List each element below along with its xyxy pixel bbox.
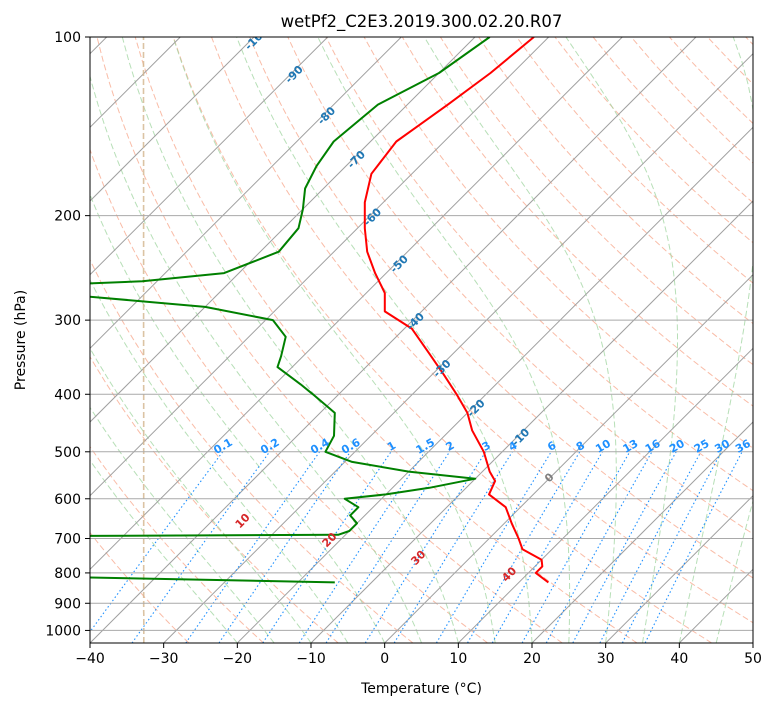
mixing-ratio-line xyxy=(364,451,487,643)
x-tick-label: 0 xyxy=(380,651,389,667)
dry-adiabat-line xyxy=(90,355,339,643)
isotherm-line xyxy=(310,200,753,643)
x-tick-label: 50 xyxy=(744,651,762,667)
x-tick-label: 30 xyxy=(597,651,615,667)
plot-frame xyxy=(89,36,754,644)
y-tick-label: 600 xyxy=(54,492,81,508)
moist-adiabat-line xyxy=(317,37,571,643)
isotherm-line xyxy=(90,37,697,643)
mixing-ratio-line xyxy=(644,451,743,643)
dry-adiabat-line xyxy=(249,37,753,579)
mixing-ratio-line xyxy=(90,451,224,633)
mixing-ratio-line xyxy=(262,451,392,643)
moist-adiabat-line xyxy=(90,406,275,643)
mixing-ratio-line xyxy=(545,451,653,643)
mixing-ratio-line xyxy=(131,451,271,643)
y-axis: 100 200 300 400 500 600 700 800 900 1000 xyxy=(45,30,90,639)
moist-adiabat-line xyxy=(565,37,678,643)
pressure-gridlines xyxy=(90,37,753,631)
dry-adiabat-line xyxy=(211,37,753,624)
dry-adiabat-line xyxy=(96,37,563,643)
moist-adiabat-line xyxy=(90,459,238,643)
isotherm-line xyxy=(90,37,402,350)
mixing-ratio-line xyxy=(325,451,451,643)
x-axis: −40 −30 −20 −10 0 10 20 30 40 50 xyxy=(75,643,762,667)
background-lines xyxy=(90,37,753,643)
x-tick-label: −10 xyxy=(296,651,326,667)
mixing-ratio-line xyxy=(435,451,552,643)
x-tick-label: 20 xyxy=(523,651,541,667)
isotherm-line xyxy=(163,52,753,643)
isotherm-line xyxy=(605,494,753,643)
dry-adiabat-line xyxy=(90,148,488,643)
mixing-ratio-line xyxy=(521,451,631,643)
dry-adiabat-line xyxy=(516,37,753,284)
mixing-ratio-line xyxy=(572,451,677,643)
y-tick-label: 500 xyxy=(54,445,81,461)
y-tick-label: 700 xyxy=(54,532,81,548)
dry-adiabat-line xyxy=(90,531,190,643)
isotherm-line xyxy=(384,273,753,643)
x-tick-label: −20 xyxy=(223,651,253,667)
moist-adiabat-line xyxy=(423,37,617,643)
x-axis-label: Temperature (°C) xyxy=(360,681,482,697)
y-tick-label: 400 xyxy=(54,387,81,403)
dry-adiabat-line xyxy=(439,37,753,366)
moist-adiabat-line xyxy=(121,37,459,643)
isotherm-line xyxy=(531,421,753,643)
moist-adiabat-line xyxy=(90,278,349,643)
isotherm-line xyxy=(236,126,753,643)
temperature-curve xyxy=(363,37,550,584)
mixing-ratio-line xyxy=(599,451,702,643)
mixing-ratio-line xyxy=(185,451,321,643)
y-tick-label: 200 xyxy=(54,209,81,225)
moist-adiabat-line xyxy=(90,347,312,643)
isotherm-line xyxy=(90,37,255,202)
moist-adiabat-line xyxy=(172,37,496,643)
sounding-curves xyxy=(90,37,550,584)
y-tick-label: 100 xyxy=(54,30,81,46)
moist-adiabat-line xyxy=(678,37,753,643)
x-tick-label: −30 xyxy=(149,651,179,667)
isotherm-line xyxy=(90,37,476,423)
line-labels: -100-90-80-70-60-50-40-30-20-10102030400… xyxy=(211,37,753,584)
isotherm-line xyxy=(457,347,753,643)
y-tick-label: 1000 xyxy=(45,623,81,639)
chart-title: wetPf2_C2E3.2019.300.02.20.R07 xyxy=(281,12,563,32)
isotherm-line xyxy=(90,37,623,571)
x-tick-label: 10 xyxy=(449,651,467,667)
mixing-ratio-line xyxy=(298,451,426,643)
dry-adiabat-line xyxy=(90,445,264,643)
plot-area: -100-90-80-70-60-50-40-30-20-10102030400… xyxy=(90,37,753,643)
isotherm-line xyxy=(90,37,329,276)
moist-adiabat-line xyxy=(90,74,422,643)
dry-adiabat-line xyxy=(401,37,753,407)
y-tick-label: 900 xyxy=(54,596,81,612)
mixing-ratio-line xyxy=(218,451,351,643)
isotherm-line xyxy=(90,37,550,497)
x-tick-label: 40 xyxy=(670,651,688,667)
y-tick-label: 800 xyxy=(54,566,81,582)
dewpoint-curve xyxy=(90,37,491,584)
y-tick-label: 300 xyxy=(54,313,81,329)
x-tick-label: −40 xyxy=(75,651,105,667)
y-axis-label: Pressure (hPa) xyxy=(13,290,29,390)
